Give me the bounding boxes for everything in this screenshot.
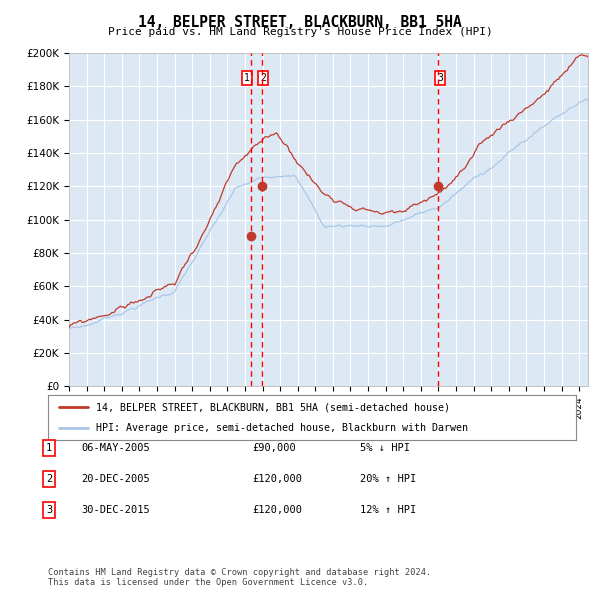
- Text: 30-DEC-2015: 30-DEC-2015: [81, 505, 150, 514]
- Text: 14, BELPER STREET, BLACKBURN, BB1 5HA: 14, BELPER STREET, BLACKBURN, BB1 5HA: [138, 15, 462, 30]
- Text: 5% ↓ HPI: 5% ↓ HPI: [360, 444, 410, 453]
- Text: 1: 1: [46, 444, 52, 453]
- Text: 20-DEC-2005: 20-DEC-2005: [81, 474, 150, 484]
- Text: 12% ↑ HPI: 12% ↑ HPI: [360, 505, 416, 514]
- Text: 14, BELPER STREET, BLACKBURN, BB1 5HA (semi-detached house): 14, BELPER STREET, BLACKBURN, BB1 5HA (s…: [95, 402, 449, 412]
- Text: £120,000: £120,000: [252, 505, 302, 514]
- Text: 3: 3: [437, 73, 443, 83]
- Text: Price paid vs. HM Land Registry's House Price Index (HPI): Price paid vs. HM Land Registry's House …: [107, 27, 493, 37]
- Text: 20% ↑ HPI: 20% ↑ HPI: [360, 474, 416, 484]
- Text: 1: 1: [244, 73, 250, 83]
- Text: 3: 3: [46, 505, 52, 514]
- Text: 2: 2: [46, 474, 52, 484]
- Text: £90,000: £90,000: [252, 444, 296, 453]
- Text: £120,000: £120,000: [252, 474, 302, 484]
- Text: Contains HM Land Registry data © Crown copyright and database right 2024.
This d: Contains HM Land Registry data © Crown c…: [48, 568, 431, 587]
- Text: 2: 2: [260, 73, 266, 83]
- Text: 06-MAY-2005: 06-MAY-2005: [81, 444, 150, 453]
- Text: HPI: Average price, semi-detached house, Blackburn with Darwen: HPI: Average price, semi-detached house,…: [95, 424, 467, 434]
